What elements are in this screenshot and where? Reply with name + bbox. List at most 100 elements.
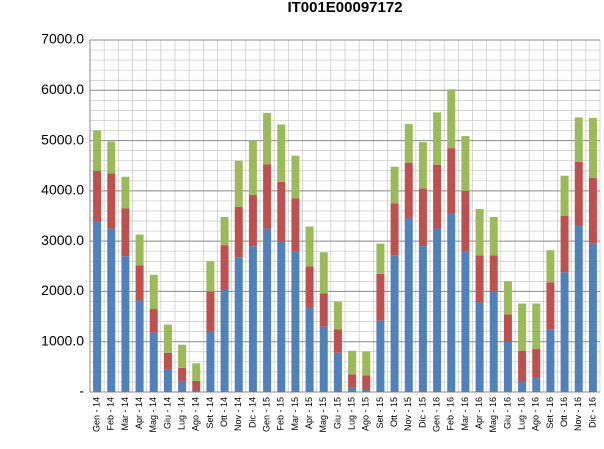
bar-segment: [348, 374, 357, 387]
bar-segment: [588, 117, 597, 178]
bar-segment: [418, 246, 427, 392]
bar-segment: [390, 203, 399, 256]
bar-segment: [319, 326, 328, 392]
x-tick-label: Ago - 14: [191, 397, 201, 431]
x-tick-label: Set - 15: [375, 397, 385, 429]
bar-segment: [291, 155, 300, 199]
bar-segment: [362, 351, 371, 376]
bar-segment: [461, 251, 470, 392]
bar-segment: [319, 252, 328, 294]
bar-segment: [404, 123, 413, 163]
bar-segment: [192, 390, 201, 392]
bar-segment: [163, 324, 172, 353]
bar-segment: [178, 367, 187, 381]
bar-segment: [348, 350, 357, 375]
x-tick-label: Lug - 14: [176, 397, 186, 430]
x-tick-label: Apr - 16: [474, 397, 484, 429]
bar-segment: [277, 124, 286, 182]
bar-segment: [149, 332, 158, 392]
x-tick-label: Gen - 16: [431, 397, 441, 432]
bar-segment: [475, 208, 484, 256]
x-tick-label: Feb - 15: [276, 397, 286, 431]
bar-segment: [234, 206, 243, 258]
bar-segment: [418, 188, 427, 247]
x-tick-label: Mag - 16: [488, 397, 498, 433]
bar-segment: [376, 273, 385, 321]
bar-segment: [206, 291, 215, 332]
y-tick-label: -: [79, 383, 84, 399]
bar-segment: [305, 226, 314, 267]
x-tick-label: Apr - 15: [304, 397, 314, 429]
y-tick-label: 1000.0: [41, 332, 84, 348]
bar-segment: [319, 293, 328, 327]
bar-segment: [362, 375, 371, 389]
bar-segment: [376, 243, 385, 274]
bar-segment: [390, 255, 399, 392]
bar-segment: [93, 221, 102, 392]
bar-segment: [518, 303, 527, 351]
y-tick-label: 2000.0: [41, 282, 84, 298]
bar-segment: [135, 300, 144, 392]
x-tick-label: Dic - 16: [587, 397, 597, 428]
bar-segment: [192, 380, 201, 391]
bar-segment: [220, 245, 229, 290]
bar-segment: [489, 217, 498, 256]
bar-segment: [560, 272, 569, 392]
x-tick-label: Nov - 14: [233, 397, 243, 431]
bar-segment: [234, 257, 243, 392]
bar-segment: [503, 314, 512, 342]
bar-segment: [546, 250, 555, 283]
bar-segment: [220, 289, 229, 392]
x-tick-label: Feb - 16: [446, 397, 456, 431]
bar-segment: [121, 256, 130, 392]
bar-segment: [348, 386, 357, 392]
bar-segment: [192, 363, 201, 381]
bar-segment: [574, 161, 583, 227]
bar-segment: [121, 208, 130, 257]
bar-segment: [475, 302, 484, 392]
bar-segment: [277, 241, 286, 392]
bar-segment: [532, 303, 541, 349]
bar-segment: [248, 140, 257, 195]
x-tick-label: Ott - 15: [389, 397, 399, 427]
bar-segment: [333, 352, 342, 392]
bar-segment: [503, 281, 512, 315]
bar-segment: [461, 190, 470, 252]
x-tick-label: Mar - 16: [460, 397, 470, 431]
bar-segment: [433, 228, 442, 392]
bar-segment: [206, 261, 215, 292]
bar-segment: [362, 388, 371, 392]
x-tick-label: Set - 14: [205, 397, 215, 429]
bar-segment: [433, 164, 442, 229]
bar-segment: [263, 228, 272, 392]
x-tick-label: Dic - 14: [247, 397, 257, 428]
bar-segment: [376, 320, 385, 392]
y-tick-label: 5000.0: [41, 131, 84, 147]
y-tick-label: 7000.0: [41, 31, 84, 47]
x-tick-label: Mag - 14: [148, 397, 158, 433]
bar-segment: [163, 369, 172, 392]
bar-segment: [404, 162, 413, 219]
bar-segment: [574, 117, 583, 162]
bar-segment: [418, 142, 427, 189]
x-tick-label: Lug - 15: [346, 397, 356, 430]
bar-segment: [178, 344, 187, 368]
bar-segment: [107, 228, 116, 392]
bar-segment: [121, 176, 130, 209]
x-tick-label: Mar - 15: [290, 397, 300, 431]
bar-segment: [163, 352, 172, 370]
x-tick-label: Set - 16: [545, 397, 555, 429]
chart-title: IT001E00097172: [287, 0, 402, 16]
bar-segment: [546, 329, 555, 392]
bar-segment: [447, 89, 456, 149]
bar-segment: [503, 341, 512, 392]
bar-segment: [291, 251, 300, 392]
bar-segment: [489, 255, 498, 292]
x-tick-label: Ago - 16: [531, 397, 541, 431]
bar-segment: [135, 234, 144, 266]
x-tick-label: Apr - 14: [134, 397, 144, 429]
y-tick-label: 3000.0: [41, 232, 84, 248]
x-tick-label: Gen - 14: [91, 397, 101, 432]
bar-segment: [518, 381, 527, 392]
